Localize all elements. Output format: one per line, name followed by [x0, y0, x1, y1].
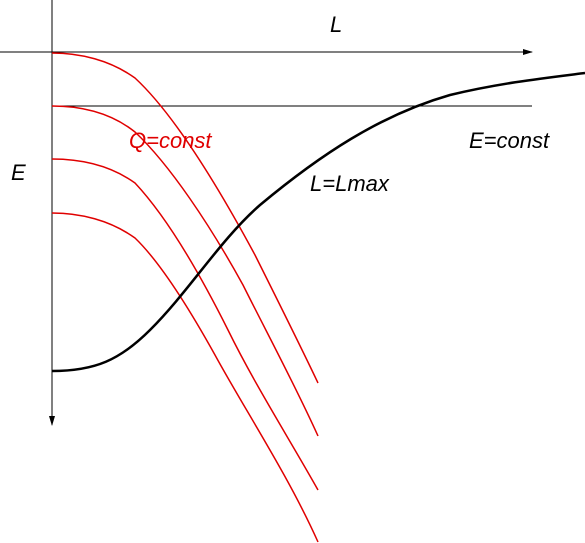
- y-axis-label: E: [11, 160, 26, 185]
- q-const-curve-2: [51, 105, 319, 437]
- q-const-curve-3: [51, 158, 319, 491]
- q-const-curve-1: [51, 52, 319, 384]
- l-max-curve: [51, 71, 585, 373]
- x-axis-label: L: [330, 12, 342, 37]
- q-const-curve-4: [51, 212, 319, 543]
- q-const-label: Q=const: [129, 128, 212, 153]
- e-const-label: E=const: [469, 128, 550, 153]
- l-max-label: L=Lmax: [310, 171, 390, 196]
